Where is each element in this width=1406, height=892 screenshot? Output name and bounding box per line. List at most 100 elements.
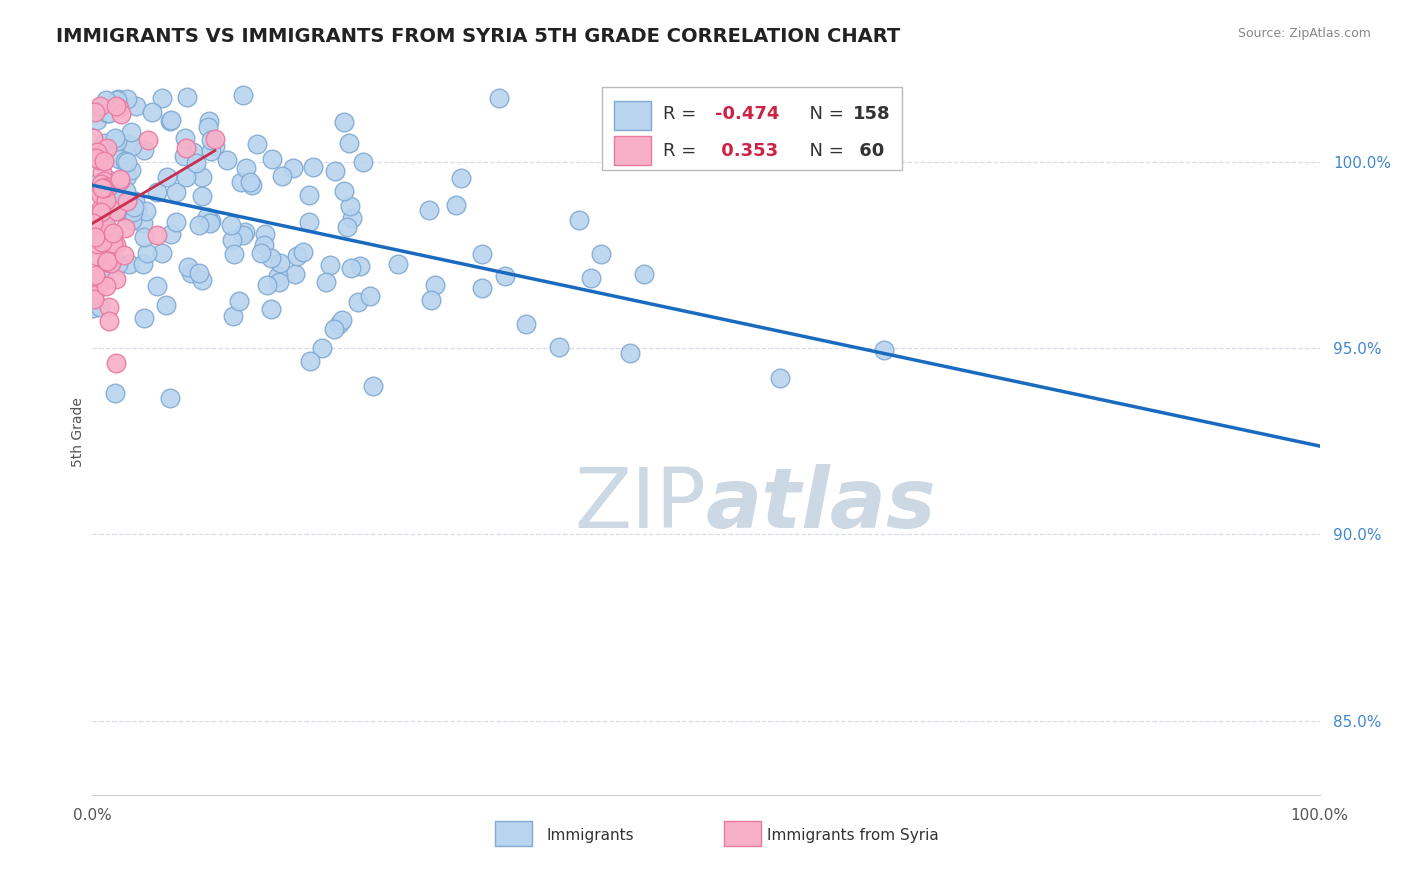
Point: [769, 371, 792, 385]
Point: [105, 204, 128, 219]
Text: 0.353: 0.353: [714, 142, 778, 160]
Point: [114, 202, 136, 217]
Point: [188, 219, 211, 233]
Point: [339, 260, 361, 275]
Point: [150, 91, 173, 105]
Point: [160, 112, 183, 127]
Point: [105, 99, 128, 113]
Point: [423, 278, 446, 293]
Point: [87, 212, 110, 227]
Point: [110, 107, 132, 121]
Point: [87, 279, 110, 293]
Point: [297, 215, 319, 229]
Point: [86, 149, 108, 163]
Point: [86, 113, 108, 128]
Point: [97, 314, 120, 328]
Point: [117, 136, 139, 151]
FancyBboxPatch shape: [614, 101, 651, 130]
Point: [232, 227, 254, 242]
Point: [105, 272, 128, 286]
Point: [96, 191, 118, 205]
Point: [160, 227, 183, 241]
Point: [568, 213, 591, 227]
Point: [219, 218, 242, 232]
Text: Immigrants: Immigrants: [547, 828, 634, 843]
Point: [174, 169, 197, 184]
Point: [319, 258, 342, 272]
Point: [471, 281, 494, 295]
Point: [97, 300, 120, 314]
Point: [90, 178, 112, 192]
Point: [165, 186, 187, 200]
Point: [239, 175, 262, 189]
Point: [138, 133, 160, 147]
Point: [337, 136, 360, 151]
Point: [97, 105, 120, 120]
Point: [311, 341, 333, 355]
Point: [132, 216, 155, 230]
Point: [93, 181, 115, 195]
Point: [165, 214, 187, 228]
Point: [285, 249, 308, 263]
Point: [283, 161, 305, 175]
FancyBboxPatch shape: [495, 822, 531, 847]
Point: [115, 194, 138, 209]
Point: [173, 149, 195, 163]
Point: [245, 136, 267, 151]
Point: [387, 257, 409, 271]
Point: [89, 300, 111, 314]
Point: [94, 219, 117, 234]
Point: [132, 257, 155, 271]
Text: R =: R =: [664, 105, 702, 123]
Point: [330, 313, 353, 327]
Point: [105, 356, 128, 370]
Point: [93, 136, 115, 151]
Point: [96, 254, 118, 268]
Point: [115, 169, 138, 183]
Point: [86, 249, 108, 263]
Text: Source: ZipAtlas.com: Source: ZipAtlas.com: [1237, 27, 1371, 40]
Point: [217, 153, 239, 167]
Point: [221, 233, 243, 247]
Point: [271, 169, 294, 184]
Point: [145, 186, 167, 200]
Point: [89, 99, 111, 113]
Point: [176, 90, 198, 104]
Point: [145, 278, 167, 293]
Point: [173, 131, 195, 145]
Point: [619, 346, 641, 360]
Point: [97, 180, 120, 194]
Point: [96, 255, 118, 269]
FancyBboxPatch shape: [614, 136, 651, 165]
Point: [115, 184, 138, 198]
Point: [204, 139, 226, 153]
Point: [298, 187, 321, 202]
Text: IMMIGRANTS VS IMMIGRANTS FROM SYRIA 5TH GRADE CORRELATION CHART: IMMIGRANTS VS IMMIGRANTS FROM SYRIA 5TH …: [56, 27, 900, 45]
Point: [633, 268, 655, 282]
Point: [94, 93, 117, 107]
Point: [180, 266, 202, 280]
Point: [114, 154, 136, 169]
Point: [101, 235, 124, 250]
Point: [89, 184, 111, 198]
Point: [145, 228, 167, 243]
Point: [93, 220, 115, 235]
Point: [83, 216, 105, 230]
Point: [84, 152, 107, 166]
Point: [105, 93, 128, 107]
Point: [90, 201, 112, 215]
Point: [103, 191, 125, 205]
Text: N =: N =: [799, 105, 849, 123]
Point: [589, 247, 612, 261]
Point: [256, 277, 278, 292]
Point: [121, 213, 143, 227]
Point: [83, 177, 105, 191]
Point: [108, 101, 131, 115]
Point: [104, 204, 127, 219]
Point: [124, 194, 146, 208]
Point: [420, 293, 443, 308]
Point: [197, 120, 219, 134]
Point: [97, 190, 120, 204]
Point: [89, 180, 111, 194]
Point: [89, 186, 111, 201]
